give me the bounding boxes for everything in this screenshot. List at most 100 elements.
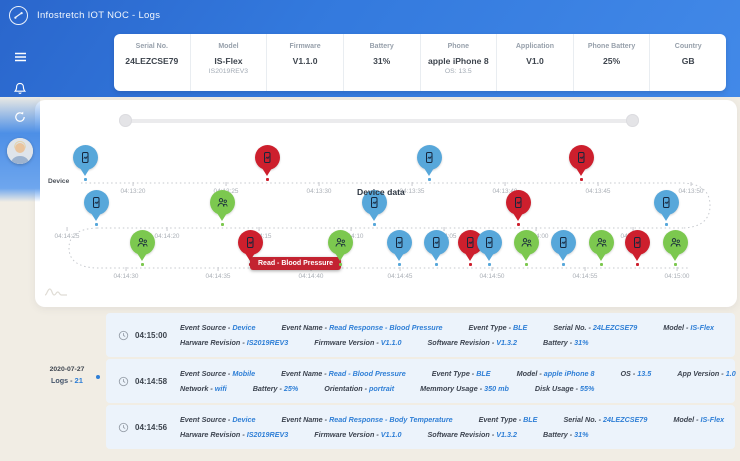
- timeline-pin-green[interactable]: [325, 230, 355, 266]
- summary-column: Battery 31%: [344, 34, 421, 91]
- log-row[interactable]: 04:14:58 Event Source - Mobile Event Name …: [106, 359, 736, 403]
- clock-icon: [118, 330, 129, 340]
- pin-tail: [335, 253, 345, 261]
- timeline-pin-blue[interactable]: [474, 230, 504, 266]
- log-field: Model - IS-Flex: [663, 322, 714, 332]
- pin-dot: [579, 178, 583, 181]
- time-tick-label: 04:13:50: [678, 182, 704, 195]
- time-tick-label: 04:13:35: [399, 182, 425, 195]
- time-tick-label: 04:14:35: [205, 267, 231, 280]
- device-icon: [361, 190, 387, 215]
- log-field: Event Source - Mobile: [180, 368, 256, 378]
- pin-tail: [91, 213, 101, 221]
- device-icon: [568, 145, 594, 170]
- device-icon: [83, 190, 109, 215]
- log-fields: Event Source - Device Event Name - Read R…: [180, 320, 725, 350]
- timeline-pin-blue[interactable]: [548, 230, 578, 266]
- summary-column-value: apple iPhone 8: [427, 56, 489, 66]
- time-tick-label: 04:14:20: [154, 227, 180, 240]
- timeline-pin-blue[interactable]: [414, 145, 444, 181]
- pin-dot: [83, 178, 87, 181]
- timeline-pin-green[interactable]: [660, 230, 690, 266]
- summary-column-value: V1.1.0: [292, 56, 318, 66]
- timeline-pin-red[interactable]: [503, 190, 533, 226]
- person-icon: [588, 230, 614, 255]
- pin-tail: [558, 253, 568, 261]
- timeline-pin-blue[interactable]: [359, 190, 389, 226]
- slider-handle-right[interactable]: [626, 114, 639, 127]
- clock-icon: [118, 422, 129, 432]
- pin-dot: [220, 223, 224, 226]
- logs-timeline-dot: [96, 375, 100, 379]
- event-tooltip: Read - Blood Pressure: [250, 257, 342, 270]
- pin-dot: [487, 263, 491, 266]
- menu-icon[interactable]: [13, 50, 27, 64]
- time-range-slider[interactable]: [35, 114, 737, 128]
- summary-column-subvalue: IS2019REV3: [208, 68, 249, 75]
- timeline-pin-red[interactable]: [252, 145, 282, 181]
- pin-tail: [424, 168, 434, 176]
- summary-column: Phone Battery 25%: [574, 34, 651, 91]
- pin-tail: [465, 253, 475, 261]
- log-field: Disk Usage - 55%: [534, 384, 595, 393]
- timeline-pin-green[interactable]: [207, 190, 237, 226]
- log-row[interactable]: 04:15:00 Event Source - Device Event Name …: [106, 313, 735, 357]
- pin-tail: [394, 253, 404, 261]
- device-icon: [386, 230, 412, 255]
- device-data-label: Device data: [357, 187, 405, 197]
- time-tick-label: 04:14:40: [298, 267, 324, 280]
- summary-column-value: 25%: [602, 56, 621, 66]
- timeline-pin-green[interactable]: [511, 230, 541, 266]
- logs-count: Logs - 21: [36, 376, 98, 385]
- log-timestamp: 04:15:00: [135, 330, 168, 340]
- log-field: Event Type - BLE: [468, 322, 528, 332]
- timeline-pin-blue[interactable]: [81, 190, 111, 226]
- timeline-pin-blue[interactable]: [421, 230, 451, 266]
- log-field: Battery - 31%: [543, 430, 589, 439]
- log-field: Memmory Usage - 350 mb: [420, 384, 509, 393]
- user-avatar[interactable]: [7, 138, 33, 164]
- pin-dot: [561, 263, 565, 266]
- timeline-pin-green[interactable]: [127, 230, 157, 266]
- pin-dot: [516, 223, 520, 226]
- device-icon: [237, 230, 263, 255]
- log-field: Event Name - Read Response - Body Temper…: [281, 414, 453, 424]
- pin-dot: [265, 178, 269, 181]
- waveform-icon: [44, 288, 67, 296]
- device-icon: [624, 230, 650, 255]
- app-logo-icon: [9, 5, 28, 25]
- timeline-pin-blue[interactable]: [70, 145, 100, 181]
- timeline-pin-green[interactable]: [586, 230, 616, 266]
- log-field: Software Revision - V1.3.2: [427, 338, 517, 347]
- timeline-pin-red[interactable]: [566, 145, 596, 181]
- device-icon: [505, 190, 531, 215]
- log-field: Serial No. - 24LEZCSE79: [553, 322, 638, 332]
- summary-column: Country GB: [650, 34, 726, 91]
- timeline-pin-blue[interactable]: [651, 190, 681, 226]
- log-row[interactable]: 04:14:56 Event Source - Device Event Name …: [106, 405, 735, 449]
- pin-tail: [670, 253, 680, 261]
- device-icon: [254, 145, 280, 170]
- summary-column-subvalue: OS: 13.5: [444, 68, 472, 75]
- refresh-icon[interactable]: [13, 110, 27, 124]
- timeline-pin-blue[interactable]: [384, 230, 414, 266]
- logs-count-value: 21: [74, 376, 83, 385]
- pin-dot: [524, 263, 528, 266]
- bell-icon[interactable]: [13, 81, 27, 95]
- slider-track[interactable]: [125, 119, 632, 123]
- sidebar: [0, 30, 40, 202]
- pin-dot: [338, 263, 342, 266]
- log-field: Battery - 31%: [543, 338, 589, 347]
- time-tick-label: 04:14:45: [387, 267, 413, 280]
- timeline-pin-red[interactable]: Read - Blood Pressure: [235, 230, 342, 270]
- log-field: App Version - 1.0: [677, 368, 736, 378]
- log-field: Event Source - Device: [180, 322, 256, 332]
- timeline-paths: [68, 182, 711, 269]
- timeline-pin-red[interactable]: [622, 230, 652, 266]
- pin-tail: [369, 213, 379, 221]
- slider-handle-left[interactable]: [119, 114, 132, 127]
- pin-tail: [521, 253, 531, 261]
- pin-dot: [468, 263, 472, 266]
- pin-tail: [596, 253, 606, 261]
- summary-column: Application V1.0: [497, 34, 574, 91]
